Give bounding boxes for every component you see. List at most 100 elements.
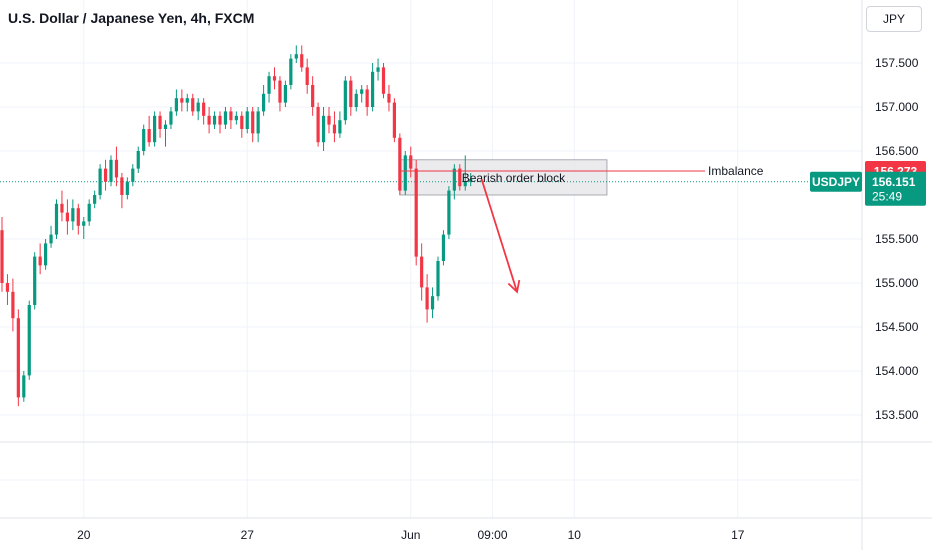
candle-body bbox=[283, 85, 287, 103]
candle-body bbox=[365, 89, 369, 107]
time-axis[interactable]: 20 27 Jun 09:00 10 17 bbox=[77, 528, 745, 542]
price-countdown: 25:49 bbox=[872, 190, 902, 204]
candle bbox=[185, 93, 189, 112]
candle-body bbox=[120, 177, 124, 195]
candle bbox=[49, 225, 53, 248]
candle-body bbox=[109, 159, 113, 182]
candle bbox=[436, 256, 440, 301]
price-tick-label: 156.500 bbox=[875, 144, 919, 158]
candle bbox=[212, 111, 217, 129]
candle-body bbox=[147, 129, 151, 143]
candle bbox=[196, 98, 200, 121]
candle-body bbox=[240, 115, 244, 129]
time-tick-label: 09:00 bbox=[477, 528, 507, 542]
candle bbox=[223, 107, 228, 129]
candle-body bbox=[409, 155, 413, 169]
candle-body bbox=[27, 305, 31, 376]
candle bbox=[343, 76, 347, 125]
candle bbox=[458, 164, 462, 191]
current-price-value: 156.151 bbox=[872, 175, 916, 189]
candle-body bbox=[305, 67, 309, 85]
price-tick-label: 157.000 bbox=[875, 100, 919, 114]
candle bbox=[218, 111, 222, 134]
candle bbox=[71, 199, 75, 231]
symbol-tag bbox=[810, 171, 862, 192]
candle-body bbox=[180, 98, 184, 103]
candle bbox=[131, 164, 135, 187]
candle-body bbox=[169, 111, 173, 125]
candle bbox=[349, 76, 353, 116]
candle bbox=[425, 274, 429, 323]
candle bbox=[398, 133, 402, 195]
candle-body bbox=[131, 168, 135, 182]
candle-body bbox=[392, 102, 396, 138]
candle-body bbox=[343, 80, 347, 121]
candle-body bbox=[136, 151, 140, 169]
order-block-label: Bearish order block bbox=[462, 171, 566, 185]
candle bbox=[33, 252, 37, 310]
time-tick-label: Jun bbox=[401, 528, 420, 542]
candle-body bbox=[414, 168, 418, 257]
candle-body bbox=[142, 129, 146, 151]
candle bbox=[311, 76, 315, 116]
candle-body bbox=[321, 115, 326, 143]
candles bbox=[0, 45, 473, 407]
candle bbox=[87, 199, 91, 226]
bearish-arrow-shaft bbox=[480, 178, 518, 293]
candle bbox=[371, 63, 375, 112]
candle-body bbox=[256, 111, 260, 134]
candle-body bbox=[207, 115, 211, 125]
candle bbox=[278, 76, 282, 112]
candle-body bbox=[381, 67, 386, 94]
candle bbox=[294, 45, 298, 63]
candle-body bbox=[125, 181, 129, 195]
candle-body bbox=[65, 212, 69, 222]
candle bbox=[245, 107, 249, 134]
candle-body bbox=[267, 76, 271, 94]
candle bbox=[98, 164, 102, 200]
candle bbox=[441, 230, 446, 266]
price-tick-label: 155.500 bbox=[875, 232, 919, 246]
candle bbox=[327, 107, 331, 134]
candle-body bbox=[185, 98, 189, 103]
candle-body bbox=[93, 195, 97, 204]
candle bbox=[27, 300, 31, 380]
candle bbox=[180, 89, 184, 112]
candle-body bbox=[436, 261, 440, 297]
candle bbox=[365, 85, 369, 116]
candle bbox=[338, 111, 342, 138]
candle-body bbox=[49, 234, 53, 244]
price-tick-label: 157.500 bbox=[875, 56, 919, 70]
time-tick-label: 17 bbox=[731, 528, 745, 542]
candle-body bbox=[272, 76, 277, 81]
price-axis[interactable]: 157.500 157.000 156.500 155.500 155.000 154.5… bbox=[875, 56, 919, 422]
candle bbox=[262, 85, 266, 116]
candle-body bbox=[114, 159, 119, 178]
candle-body bbox=[229, 111, 233, 121]
currency-button[interactable]: JPY bbox=[866, 6, 922, 32]
candle bbox=[332, 111, 337, 143]
time-tick-label: 20 bbox=[77, 528, 91, 542]
candle bbox=[114, 146, 119, 187]
candle bbox=[163, 120, 168, 147]
candle bbox=[430, 287, 435, 319]
candle bbox=[125, 177, 129, 200]
candle bbox=[82, 217, 86, 239]
candle-body bbox=[469, 179, 473, 182]
candle-body bbox=[349, 80, 353, 107]
candle bbox=[44, 239, 48, 270]
candle bbox=[403, 151, 407, 195]
candle bbox=[360, 85, 364, 103]
candle bbox=[305, 58, 309, 94]
candle-body bbox=[458, 168, 462, 187]
candle bbox=[93, 190, 97, 209]
candle-body bbox=[71, 208, 75, 222]
price-tick-label: 153.500 bbox=[875, 408, 919, 422]
candle bbox=[103, 159, 108, 191]
candle-body bbox=[153, 115, 157, 143]
candle bbox=[381, 63, 386, 99]
price-tick-label: 154.000 bbox=[875, 364, 919, 378]
